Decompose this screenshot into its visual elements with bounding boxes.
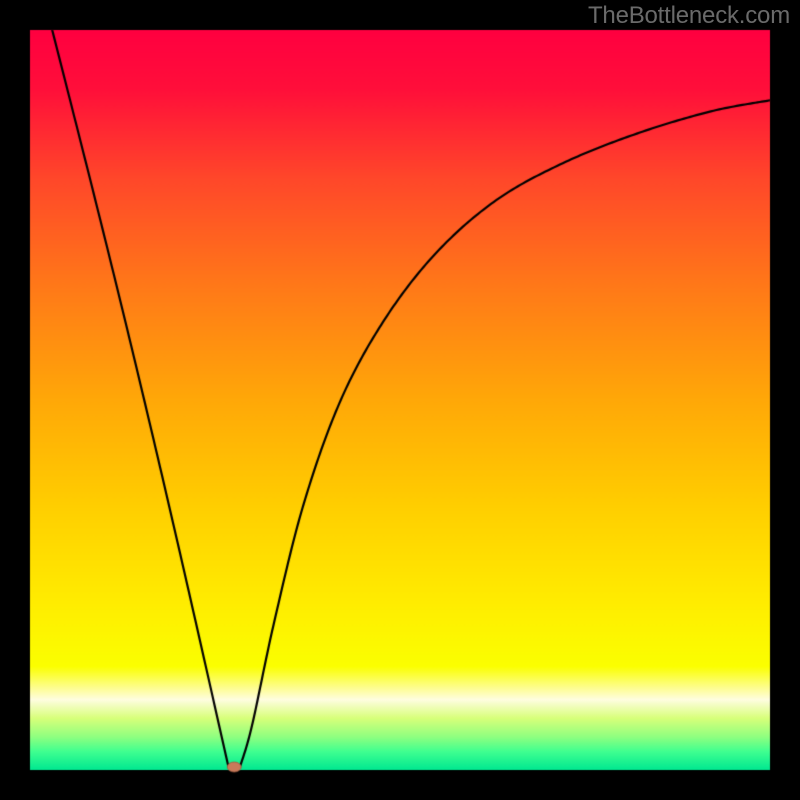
watermark-text: TheBottleneck.com [588, 2, 790, 30]
curve-canvas [0, 0, 800, 800]
chart-container: TheBottleneck.com [0, 0, 800, 800]
